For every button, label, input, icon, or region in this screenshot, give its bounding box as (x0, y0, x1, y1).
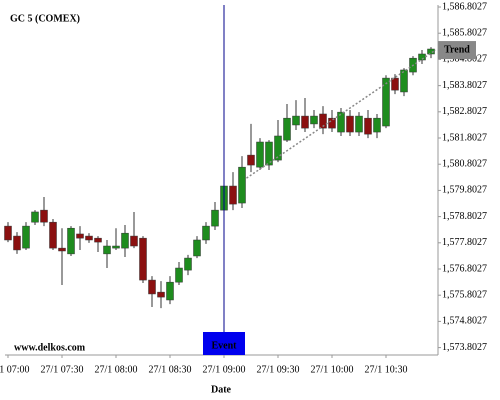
y-tick-label: 1,586.8027 (442, 1, 487, 12)
candle-body (130, 235, 138, 247)
candle-body (193, 239, 201, 257)
candle-body (274, 135, 282, 161)
candle-body (355, 115, 363, 133)
candle-body (4, 225, 12, 241)
y-tick-label: 1,575.8027 (442, 289, 487, 300)
candle-body (94, 237, 102, 243)
y-tick-label: 1,581.8027 (442, 132, 487, 143)
candle-body (103, 245, 111, 255)
candle-body (382, 77, 390, 127)
x-tick-label: 27/1 08:30 (148, 364, 191, 375)
y-tick-label: 1,585.8027 (442, 28, 487, 39)
candle-body (256, 141, 264, 168)
x-tick-label: 27/1 09:30 (256, 364, 299, 375)
candle-body (346, 115, 354, 133)
candle-body (310, 115, 318, 125)
candle-body (121, 232, 129, 249)
candle-body (58, 247, 66, 252)
candle-body (40, 209, 48, 223)
y-tick-label: 1,583.8027 (442, 80, 487, 91)
candle-body (328, 117, 336, 129)
candle-body (175, 267, 183, 283)
watermark: www.delkos.com (14, 342, 86, 353)
candle-body (184, 257, 192, 271)
y-tick-label: 1,577.8027 (442, 237, 487, 248)
trend-label-box (438, 41, 476, 60)
candle-body (148, 279, 156, 295)
candle-body (391, 77, 399, 91)
chart-title: GC 5 (COMEX) (10, 13, 80, 24)
y-tick-label: 1,573.8027 (442, 342, 487, 353)
candle-body (337, 111, 345, 133)
candle-body (400, 69, 408, 93)
event-label-box (203, 332, 245, 355)
x-axis-title: Date (211, 384, 232, 395)
candle-body (373, 117, 381, 133)
y-tick-label: 1,579.8027 (442, 185, 487, 196)
x-tick-label: 27/1 10:30 (364, 364, 407, 375)
candle-body (247, 154, 255, 166)
candle-body (13, 235, 21, 251)
candle-body (292, 115, 300, 126)
x-tick-label: 27/1 07:00 (0, 364, 30, 375)
candle-body (157, 291, 165, 298)
event-label: Event (212, 340, 238, 351)
candle-body (211, 209, 219, 227)
y-tick-label: 1,582.8027 (442, 106, 487, 117)
candle-body (22, 225, 30, 249)
candle-body (67, 227, 75, 255)
candle-body (229, 185, 237, 205)
y-tick-label: 1,574.8027 (442, 316, 487, 327)
candle-body (49, 221, 57, 249)
candle-body (427, 48, 435, 55)
candle-body (166, 281, 174, 301)
x-tick-label: 27/1 10:00 (310, 364, 353, 375)
candle-body (112, 245, 120, 249)
candle-body (76, 233, 84, 239)
candle-body (202, 225, 210, 241)
x-tick-label: 27/1 09:00 (202, 364, 245, 375)
candle-body (319, 113, 327, 129)
y-tick-label: 1,578.8027 (442, 211, 487, 222)
y-tick-label: 1,576.8027 (442, 263, 487, 274)
y-tick-label: 1,584.8027 (442, 54, 487, 65)
x-tick-label: 27/1 08:00 (94, 364, 137, 375)
y-tick-label: 1,580.8027 (442, 159, 487, 170)
trend-label: Trend (444, 44, 470, 55)
candle-body (301, 115, 309, 129)
candle-body (85, 235, 93, 241)
candle-body (31, 211, 39, 223)
candle-body (265, 141, 273, 166)
candle-body (364, 117, 372, 135)
candle-body (139, 237, 147, 281)
candle-body (238, 166, 246, 204)
x-tick-label: 27/1 07:30 (40, 364, 83, 375)
candle-body (283, 117, 291, 141)
